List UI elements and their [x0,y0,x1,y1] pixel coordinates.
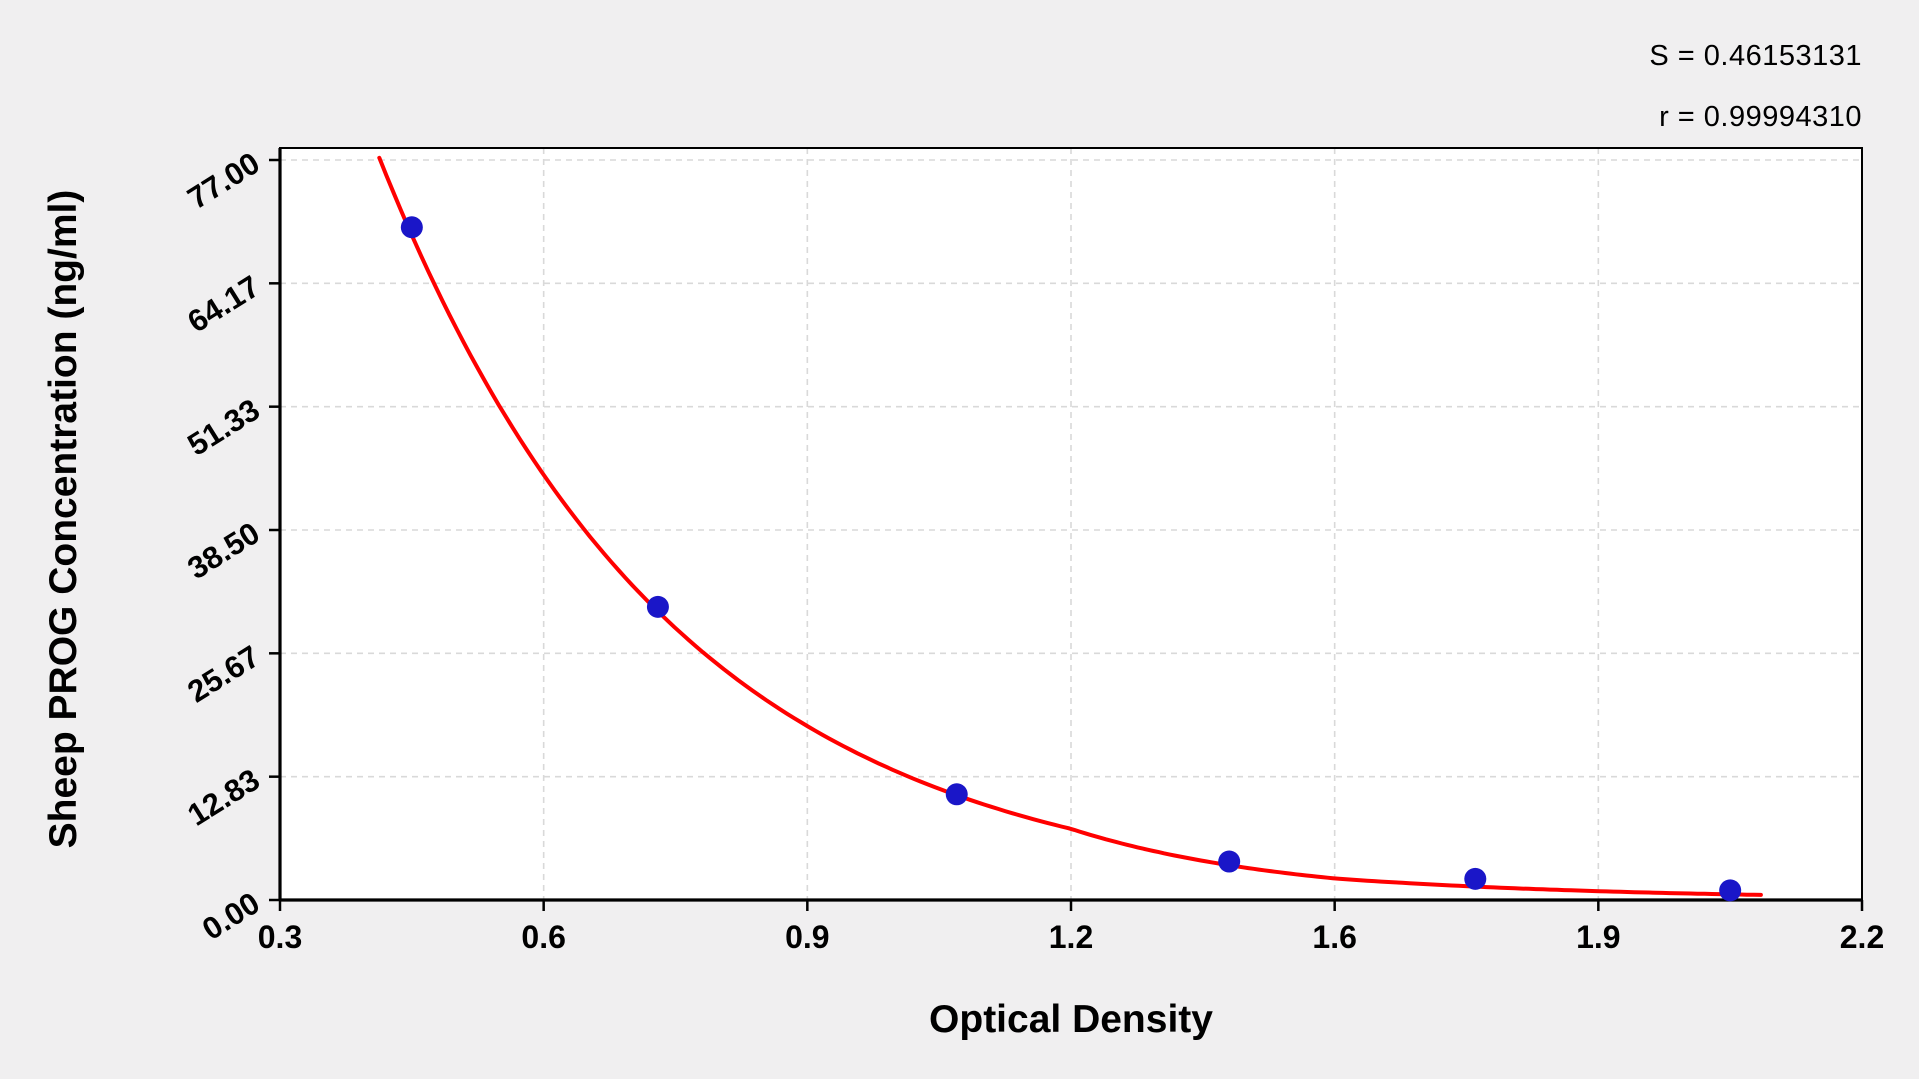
y-tick-label: 0.00 [196,885,266,947]
data-point [1719,879,1742,902]
data-point [1464,867,1487,890]
y-tick-label: 64.17 [181,269,265,340]
r-value-label: r = 0.99994310 [1659,100,1862,133]
x-tick-label: 0.3 [258,919,302,955]
s-value-label: S = 0.46153131 [1649,40,1862,72]
data-point [400,216,423,239]
y-tick-label: 51.33 [181,392,265,463]
x-tick-label: 0.9 [785,919,829,955]
x-tick-labels: 0.3 0.6 0.9 1.2 1.6 1.9 2.2 [258,900,1884,955]
y-tick-label: 38.50 [181,515,265,586]
fit-statistics: S = 0.46153131 r = 0.99994310 [1649,26,1862,148]
y-tick-label: 12.83 [181,762,265,833]
data-points [400,216,1742,902]
x-tick-label: 1.6 [1312,919,1356,955]
y-tick-label: 77.00 [181,145,265,216]
data-point [1218,850,1241,873]
gridlines [280,148,1862,900]
x-tick-label: 1.2 [1049,919,1093,955]
x-axis-title: Optical Density [929,998,1213,1041]
data-point [646,595,669,618]
x-tick-label: 0.6 [521,919,565,955]
x-tick-label: 1.9 [1576,919,1620,955]
x-tick-label: 2.2 [1840,919,1884,955]
standard-curve [377,155,1763,897]
y-tick-labels: 0.00 12.83 25.67 38.50 51.33 64.17 77.00 [181,145,280,947]
y-tick-label: 25.67 [181,639,265,710]
data-point [945,783,968,806]
y-axis-title: Sheep PROG Concentration (ng/ml) [42,189,85,849]
